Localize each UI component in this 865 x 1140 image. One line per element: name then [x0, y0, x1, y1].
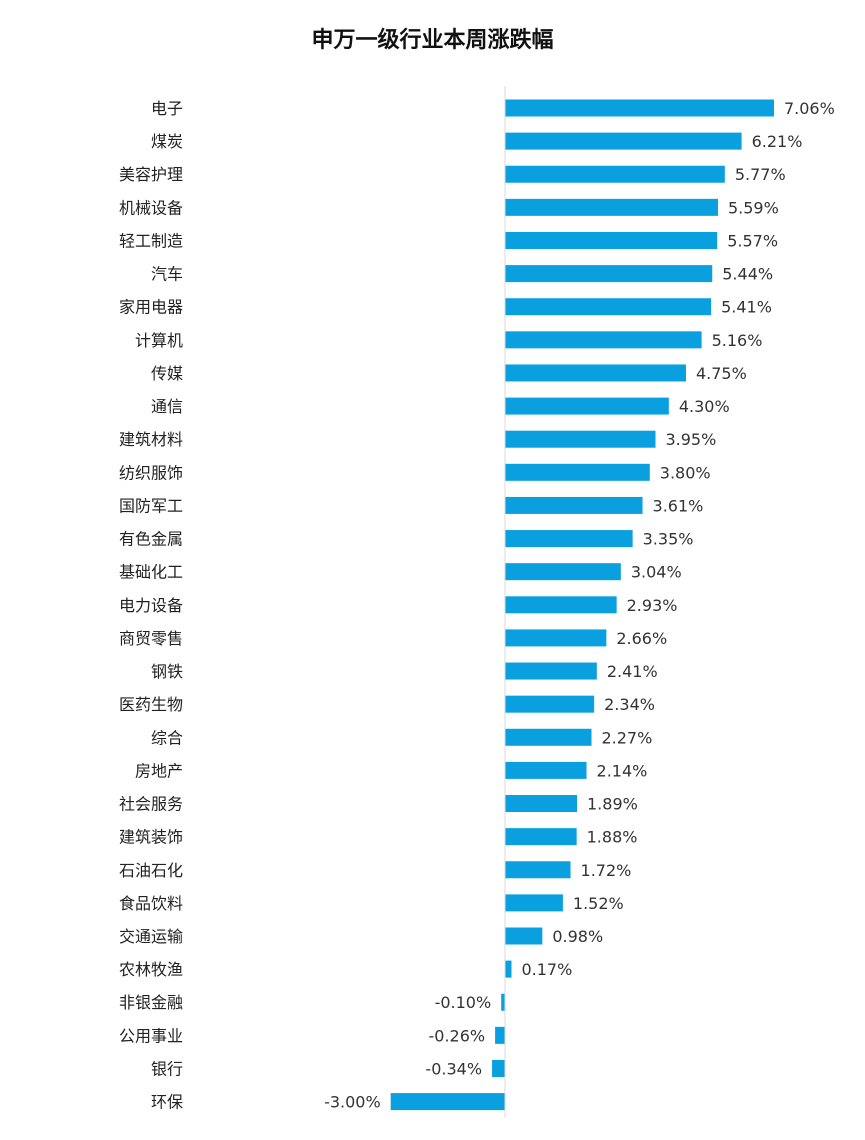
category-label-0: 电子 — [151, 99, 183, 118]
value-label-14: 3.04% — [631, 563, 682, 582]
value-label-28: -0.26% — [428, 1026, 485, 1045]
bar-6 — [505, 298, 712, 316]
value-label-17: 2.41% — [607, 662, 658, 681]
value-label-2: 5.77% — [735, 165, 786, 184]
value-label-26: 0.17% — [521, 960, 572, 979]
value-label-27: -0.10% — [435, 993, 492, 1012]
category-label-29: 银行 — [151, 1059, 183, 1078]
value-label-6: 5.41% — [721, 298, 772, 317]
value-label-11: 3.80% — [660, 463, 711, 482]
bar-2 — [505, 165, 725, 183]
category-label-20: 房地产 — [135, 761, 183, 780]
bar-21 — [505, 795, 578, 813]
value-label-22: 1.88% — [587, 828, 638, 847]
value-label-18: 2.34% — [604, 695, 655, 714]
value-label-24: 1.52% — [573, 894, 624, 913]
category-label-11: 纺织服饰 — [119, 463, 183, 482]
category-label-30: 环保 — [151, 1093, 183, 1112]
value-label-12: 3.61% — [653, 496, 704, 515]
bar-5 — [505, 265, 713, 283]
bar-18 — [505, 695, 595, 713]
value-label-20: 2.14% — [597, 761, 648, 780]
category-label-23: 石油石化 — [119, 861, 183, 880]
bar-22 — [505, 828, 577, 846]
value-label-23: 1.72% — [581, 861, 632, 880]
category-label-17: 钢铁 — [151, 662, 183, 681]
bar-11 — [505, 463, 650, 481]
category-label-2: 美容护理 — [119, 165, 183, 184]
value-label-15: 2.93% — [627, 596, 678, 615]
category-label-15: 电力设备 — [119, 596, 183, 615]
category-label-8: 传媒 — [151, 364, 183, 383]
category-label-21: 社会服务 — [119, 795, 183, 814]
value-label-4: 5.57% — [727, 231, 778, 250]
bar-17 — [505, 662, 597, 680]
bar-12 — [505, 496, 643, 514]
bar-3 — [505, 198, 718, 216]
value-label-3: 5.59% — [728, 198, 779, 217]
value-label-8: 4.75% — [696, 364, 747, 383]
bar-16 — [505, 629, 607, 647]
category-label-13: 有色金属 — [119, 530, 183, 549]
category-label-1: 煤炭 — [151, 132, 183, 151]
bar-23 — [505, 861, 571, 879]
value-label-19: 2.27% — [601, 728, 652, 747]
category-label-4: 轻工制造 — [119, 231, 183, 250]
category-label-25: 交通运输 — [119, 927, 183, 946]
value-label-9: 4.30% — [679, 397, 730, 416]
bar-24 — [505, 894, 563, 912]
category-label-7: 计算机 — [135, 331, 183, 350]
bar-29 — [492, 1059, 505, 1077]
value-label-10: 3.95% — [665, 430, 716, 449]
bar-0 — [505, 99, 774, 117]
category-label-12: 国防军工 — [119, 496, 183, 515]
value-label-21: 1.89% — [587, 795, 638, 814]
bar-13 — [505, 530, 633, 548]
category-label-18: 医药生物 — [119, 695, 183, 714]
category-label-10: 建筑材料 — [119, 430, 183, 449]
bar-10 — [505, 430, 656, 448]
category-label-9: 通信 — [151, 397, 183, 416]
category-label-6: 家用电器 — [119, 298, 183, 317]
bar-30 — [390, 1093, 505, 1111]
bars-layer — [390, 99, 774, 1111]
value-label-0: 7.06% — [784, 99, 835, 118]
bar-8 — [505, 364, 686, 382]
bar-4 — [505, 231, 718, 249]
chart-title: 申万一级行业本周涨跌幅 — [311, 28, 554, 53]
bar-9 — [505, 397, 669, 415]
bar-26 — [505, 960, 512, 978]
category-label-3: 机械设备 — [119, 198, 183, 217]
bar-19 — [505, 728, 592, 746]
bar-15 — [505, 596, 617, 614]
bar-20 — [505, 761, 587, 779]
bar-28 — [495, 1026, 505, 1044]
bar-25 — [505, 927, 543, 945]
value-label-16: 2.66% — [616, 629, 667, 648]
bar-7 — [505, 331, 702, 349]
category-label-22: 建筑装饰 — [119, 828, 183, 847]
category-label-27: 非银金融 — [119, 993, 183, 1012]
value-label-30: -3.00% — [324, 1093, 381, 1112]
category-label-16: 商贸零售 — [119, 629, 183, 648]
value-label-5: 5.44% — [722, 265, 773, 284]
labels-layer: 电子 7.06% 煤炭 6.21% 美容护理 5.77% 机械设备 5.59% 轻工制造 5.57… — [119, 99, 835, 1112]
value-label-29: -0.34% — [425, 1059, 482, 1078]
category-label-24: 食品饮料 — [119, 894, 183, 913]
value-label-7: 5.16% — [712, 331, 763, 350]
category-label-26: 农林牧渔 — [119, 960, 183, 979]
bar-1 — [505, 132, 742, 150]
bar-14 — [505, 563, 621, 581]
category-label-14: 基础化工 — [119, 563, 183, 582]
category-label-5: 汽车 — [151, 265, 183, 284]
bar-27 — [501, 993, 505, 1011]
value-label-1: 6.21% — [752, 132, 803, 151]
value-label-25: 0.98% — [552, 927, 603, 946]
category-label-28: 公用事业 — [119, 1026, 183, 1045]
category-label-19: 综合 — [151, 728, 183, 747]
value-label-13: 3.35% — [643, 530, 694, 549]
